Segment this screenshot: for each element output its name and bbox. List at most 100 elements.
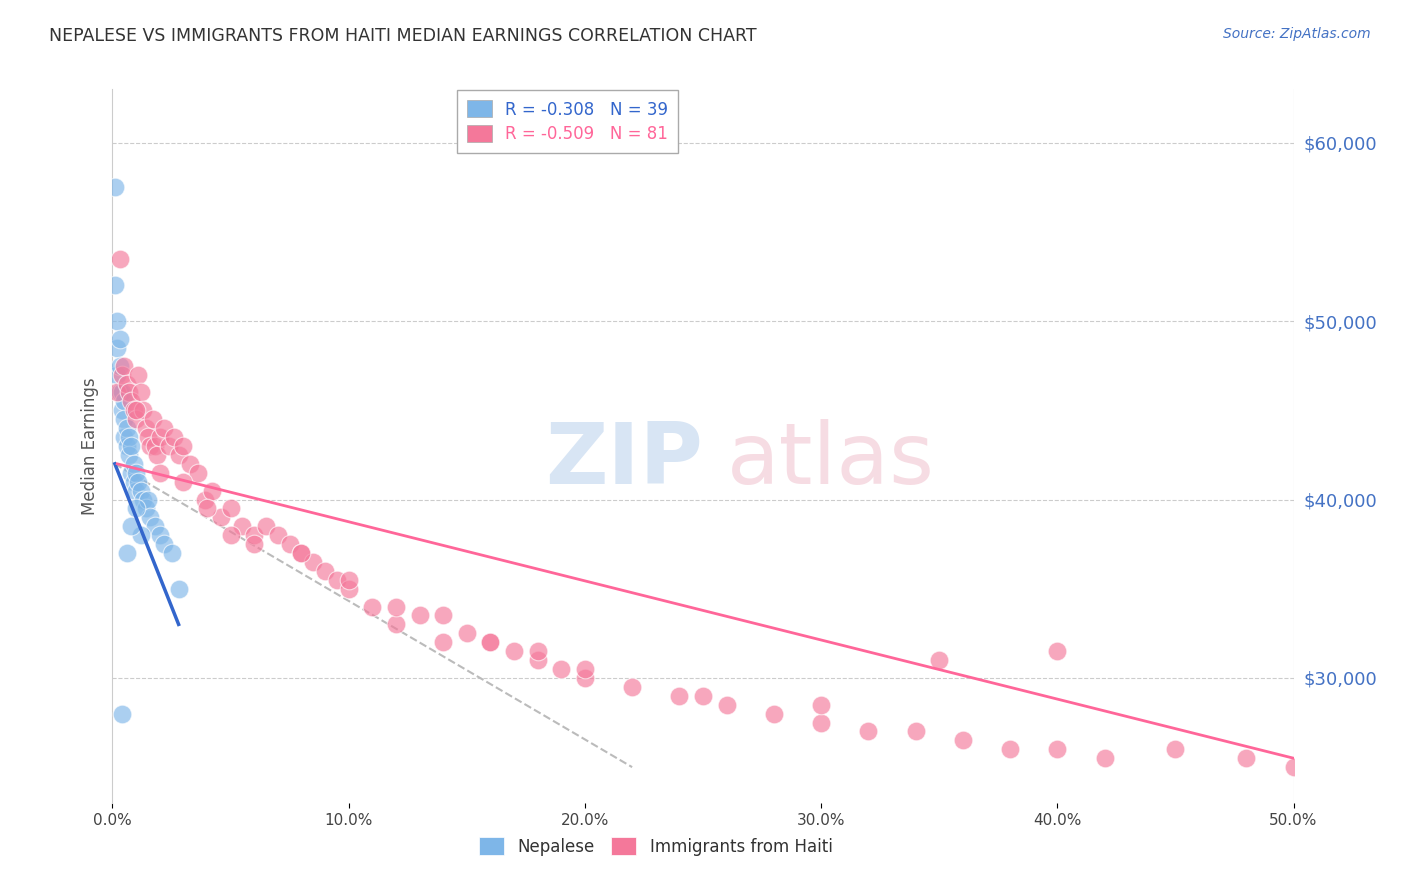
- Point: [167, 582, 190, 596]
- Point: [127, 368, 149, 382]
- Point: [432, 608, 454, 623]
- Point: [243, 537, 266, 551]
- Point: [139, 510, 162, 524]
- Point: [408, 608, 430, 623]
- Point: [456, 626, 478, 640]
- Point: [120, 439, 142, 453]
- Point: [254, 519, 277, 533]
- Point: [172, 439, 194, 453]
- Point: [952, 733, 974, 747]
- Point: [125, 403, 148, 417]
- Point: [290, 546, 312, 560]
- Point: [108, 252, 131, 266]
- Point: [135, 501, 157, 516]
- Point: [127, 475, 149, 489]
- Point: [479, 635, 502, 649]
- Point: [104, 278, 127, 293]
- Point: [526, 644, 548, 658]
- Point: [118, 430, 141, 444]
- Point: [479, 635, 502, 649]
- Point: [267, 528, 290, 542]
- Point: [135, 421, 157, 435]
- Point: [149, 430, 172, 444]
- Point: [621, 680, 644, 694]
- Point: [278, 537, 301, 551]
- Point: [120, 519, 142, 533]
- Point: [219, 528, 242, 542]
- Point: [112, 394, 135, 409]
- Point: [385, 617, 408, 632]
- Point: [118, 385, 141, 400]
- Point: [219, 501, 242, 516]
- Text: Source: ZipAtlas.com: Source: ZipAtlas.com: [1223, 27, 1371, 41]
- Point: [111, 368, 134, 382]
- Point: [105, 341, 128, 355]
- Point: [136, 492, 159, 507]
- Point: [111, 706, 134, 721]
- Point: [810, 698, 832, 712]
- Point: [361, 599, 384, 614]
- Point: [108, 385, 131, 400]
- Point: [692, 689, 714, 703]
- Point: [132, 403, 155, 417]
- Point: [858, 724, 880, 739]
- Point: [998, 742, 1021, 756]
- Point: [179, 457, 201, 471]
- Point: [160, 546, 183, 560]
- Text: atlas: atlas: [727, 418, 935, 502]
- Point: [111, 403, 134, 417]
- Point: [125, 466, 148, 480]
- Point: [163, 430, 186, 444]
- Point: [432, 635, 454, 649]
- Point: [1094, 751, 1116, 765]
- Point: [115, 421, 138, 435]
- Point: [1234, 751, 1257, 765]
- Point: [108, 359, 131, 373]
- Point: [129, 483, 152, 498]
- Point: [668, 689, 690, 703]
- Text: NEPALESE VS IMMIGRANTS FROM HAITI MEDIAN EARNINGS CORRELATION CHART: NEPALESE VS IMMIGRANTS FROM HAITI MEDIAN…: [49, 27, 756, 45]
- Point: [167, 448, 190, 462]
- Point: [105, 314, 128, 328]
- Point: [112, 430, 135, 444]
- Text: ZIP: ZIP: [546, 418, 703, 502]
- Point: [105, 368, 128, 382]
- Point: [231, 519, 253, 533]
- Point: [172, 475, 194, 489]
- Point: [111, 385, 134, 400]
- Point: [1282, 760, 1305, 774]
- Point: [125, 501, 148, 516]
- Point: [195, 501, 218, 516]
- Point: [716, 698, 738, 712]
- Point: [108, 332, 131, 346]
- Point: [112, 412, 135, 426]
- Point: [314, 564, 336, 578]
- Point: [129, 528, 152, 542]
- Point: [125, 483, 148, 498]
- Point: [125, 412, 148, 426]
- Point: [194, 492, 217, 507]
- Point: [115, 546, 138, 560]
- Point: [143, 439, 166, 453]
- Point: [574, 671, 596, 685]
- Point: [157, 439, 180, 453]
- Point: [904, 724, 927, 739]
- Point: [153, 421, 176, 435]
- Point: [143, 519, 166, 533]
- Point: [149, 528, 172, 542]
- Point: [243, 528, 266, 542]
- Point: [337, 573, 360, 587]
- Point: [503, 644, 526, 658]
- Point: [153, 537, 176, 551]
- Point: [550, 662, 572, 676]
- Point: [1046, 644, 1069, 658]
- Point: [186, 466, 208, 480]
- Point: [337, 582, 360, 596]
- Point: [928, 653, 950, 667]
- Point: [120, 466, 142, 480]
- Legend: Nepalese, Immigrants from Haiti: Nepalese, Immigrants from Haiti: [472, 830, 839, 863]
- Point: [112, 359, 135, 373]
- Point: [122, 457, 145, 471]
- Point: [105, 385, 128, 400]
- Point: [1164, 742, 1187, 756]
